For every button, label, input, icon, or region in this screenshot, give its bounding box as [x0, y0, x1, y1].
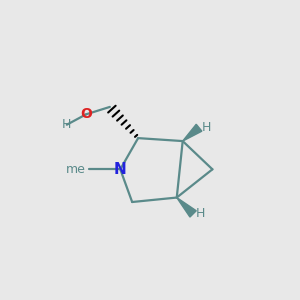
- Polygon shape: [177, 198, 196, 217]
- Polygon shape: [183, 124, 202, 141]
- Text: O: O: [80, 107, 92, 121]
- Text: me: me: [66, 163, 86, 176]
- Text: H: H: [62, 118, 71, 131]
- Text: H: H: [202, 121, 211, 134]
- Text: N: N: [114, 162, 127, 177]
- Text: H: H: [196, 207, 206, 220]
